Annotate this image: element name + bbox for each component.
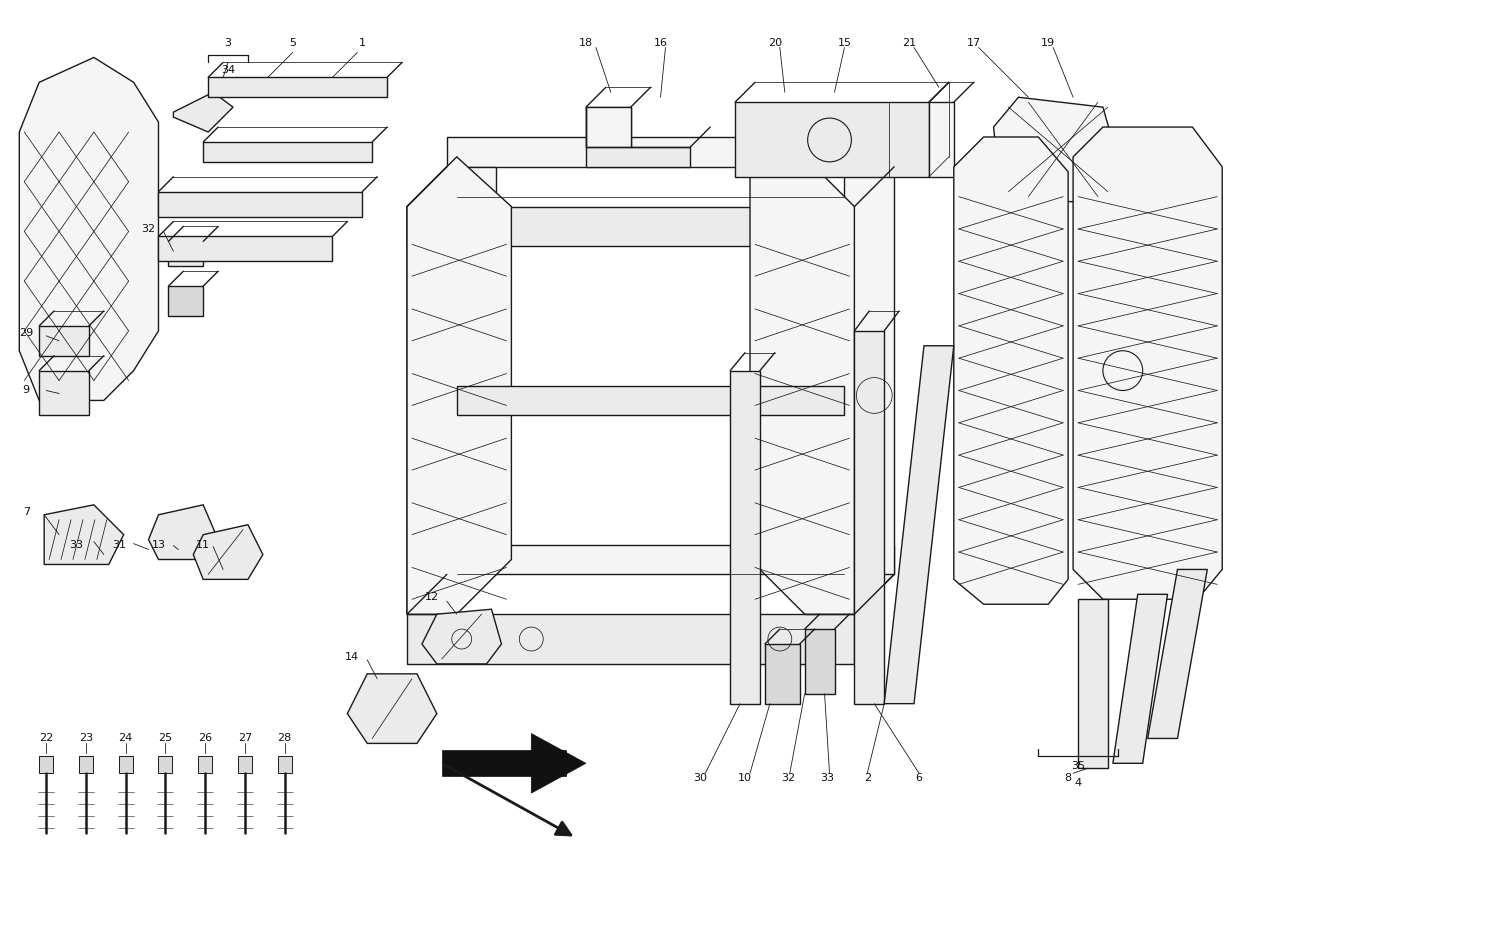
Polygon shape bbox=[765, 644, 800, 704]
Polygon shape bbox=[993, 97, 1124, 201]
Polygon shape bbox=[456, 386, 844, 415]
Polygon shape bbox=[209, 77, 387, 97]
Polygon shape bbox=[174, 92, 232, 132]
Text: 14: 14 bbox=[345, 652, 360, 662]
Text: 16: 16 bbox=[654, 38, 668, 48]
Text: 12: 12 bbox=[424, 592, 439, 602]
Text: 10: 10 bbox=[738, 773, 752, 783]
Polygon shape bbox=[118, 756, 132, 773]
Polygon shape bbox=[447, 544, 894, 575]
Polygon shape bbox=[168, 286, 202, 316]
Polygon shape bbox=[20, 57, 159, 401]
Text: 32: 32 bbox=[780, 773, 795, 783]
Text: 17: 17 bbox=[966, 38, 981, 48]
Text: 30: 30 bbox=[693, 773, 708, 783]
Text: 4: 4 bbox=[1074, 778, 1082, 788]
Polygon shape bbox=[928, 103, 954, 177]
Text: 26: 26 bbox=[198, 733, 213, 744]
Polygon shape bbox=[730, 370, 760, 704]
Polygon shape bbox=[1148, 569, 1208, 738]
Polygon shape bbox=[804, 629, 834, 693]
Polygon shape bbox=[80, 756, 93, 773]
Text: 35: 35 bbox=[1071, 761, 1084, 771]
Text: 25: 25 bbox=[159, 733, 172, 744]
Text: 31: 31 bbox=[111, 540, 126, 550]
Text: 34: 34 bbox=[220, 66, 236, 75]
Text: 23: 23 bbox=[80, 733, 93, 744]
Text: 24: 24 bbox=[118, 733, 134, 744]
Polygon shape bbox=[855, 331, 883, 704]
Text: 33: 33 bbox=[821, 773, 834, 783]
Polygon shape bbox=[278, 756, 291, 773]
Polygon shape bbox=[168, 241, 202, 266]
Polygon shape bbox=[442, 750, 566, 776]
Polygon shape bbox=[39, 326, 88, 355]
Polygon shape bbox=[406, 206, 855, 246]
Polygon shape bbox=[447, 137, 894, 167]
Polygon shape bbox=[735, 103, 928, 177]
Polygon shape bbox=[750, 157, 855, 615]
Polygon shape bbox=[954, 137, 1068, 604]
Polygon shape bbox=[159, 237, 333, 261]
Polygon shape bbox=[198, 756, 211, 773]
Polygon shape bbox=[44, 504, 123, 564]
Text: 32: 32 bbox=[141, 224, 156, 235]
Polygon shape bbox=[348, 674, 436, 744]
Polygon shape bbox=[422, 609, 501, 664]
Polygon shape bbox=[1113, 595, 1167, 763]
Text: 28: 28 bbox=[278, 733, 292, 744]
Polygon shape bbox=[406, 206, 456, 615]
Text: 29: 29 bbox=[20, 328, 33, 338]
Polygon shape bbox=[194, 524, 262, 580]
Text: 21: 21 bbox=[902, 38, 916, 48]
Polygon shape bbox=[1078, 599, 1108, 769]
Polygon shape bbox=[855, 167, 894, 615]
Polygon shape bbox=[531, 733, 586, 793]
Polygon shape bbox=[159, 192, 363, 217]
Text: 15: 15 bbox=[837, 38, 852, 48]
Text: 13: 13 bbox=[152, 540, 165, 550]
Polygon shape bbox=[39, 370, 88, 415]
Text: 20: 20 bbox=[768, 38, 782, 48]
Polygon shape bbox=[586, 107, 690, 167]
Text: 8: 8 bbox=[1065, 773, 1071, 783]
Text: 1: 1 bbox=[358, 38, 366, 48]
Polygon shape bbox=[406, 167, 447, 615]
Polygon shape bbox=[884, 346, 954, 704]
Polygon shape bbox=[1072, 127, 1222, 599]
Polygon shape bbox=[39, 756, 53, 773]
Text: 22: 22 bbox=[39, 733, 54, 744]
Text: 9: 9 bbox=[22, 386, 30, 395]
Polygon shape bbox=[406, 615, 855, 664]
Text: 18: 18 bbox=[579, 38, 592, 48]
Text: 3: 3 bbox=[225, 38, 231, 48]
Polygon shape bbox=[804, 206, 855, 615]
Text: 19: 19 bbox=[1041, 38, 1056, 48]
Polygon shape bbox=[447, 167, 497, 575]
Text: 6: 6 bbox=[915, 773, 922, 783]
Text: 5: 5 bbox=[290, 38, 296, 48]
Polygon shape bbox=[406, 157, 512, 615]
Text: 7: 7 bbox=[22, 506, 30, 517]
Text: 11: 11 bbox=[196, 540, 210, 550]
Text: 2: 2 bbox=[864, 773, 871, 783]
Polygon shape bbox=[586, 107, 630, 147]
Text: 33: 33 bbox=[69, 540, 82, 550]
Text: 27: 27 bbox=[238, 733, 252, 744]
Polygon shape bbox=[238, 756, 252, 773]
Polygon shape bbox=[844, 167, 894, 575]
Polygon shape bbox=[202, 142, 372, 162]
Polygon shape bbox=[148, 504, 217, 560]
Polygon shape bbox=[159, 756, 172, 773]
